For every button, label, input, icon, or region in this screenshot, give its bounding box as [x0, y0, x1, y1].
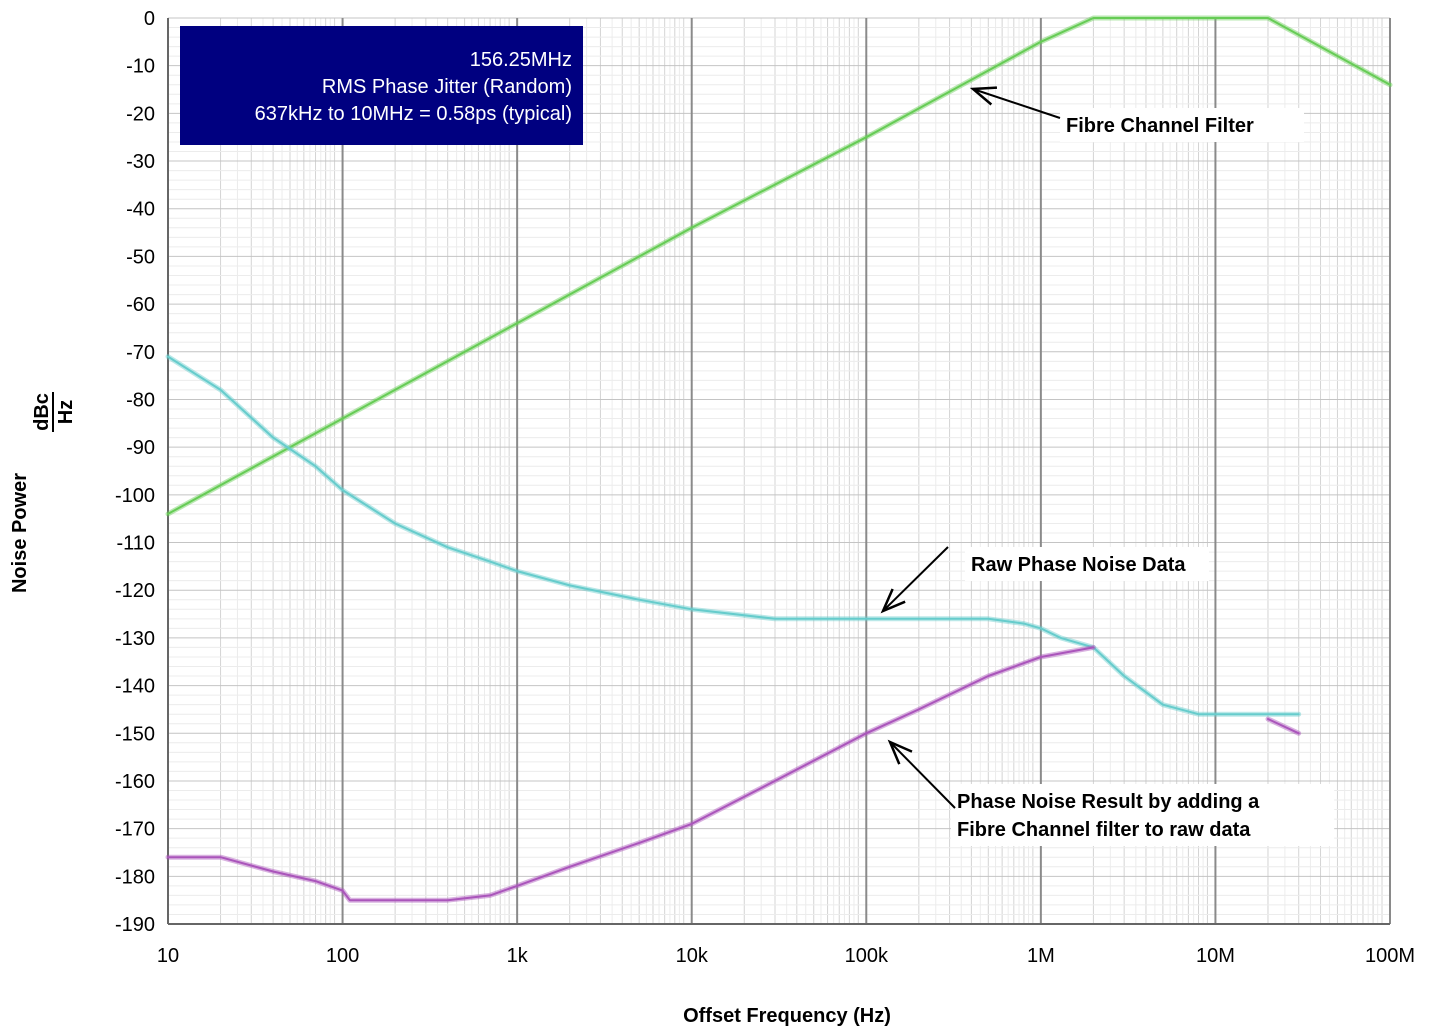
x-tick-label: 1k	[507, 945, 529, 967]
info-box-line-1: 156.25MHz	[470, 49, 572, 71]
x-tick-label: 100	[326, 945, 359, 967]
y-axis-label: Noise Power dBc Hz	[9, 392, 77, 593]
y-tick-label: -50	[126, 246, 155, 268]
info-box-background	[180, 26, 583, 145]
grid-major	[167, 17, 1391, 925]
x-tick-label: 100k	[845, 945, 889, 967]
annotation-raw-arrowhead	[880, 588, 906, 614]
y-tick-label: -120	[115, 580, 155, 602]
y-tick-label: -90	[126, 437, 155, 459]
y-tick-label: -140	[115, 676, 155, 698]
annotation-filter-arrow	[972, 88, 1061, 119]
y-tick-label: 0	[144, 8, 155, 30]
annotation-raw-background	[965, 547, 1209, 581]
y-tick-label: -70	[126, 342, 155, 364]
y-tick-label: -30	[126, 151, 155, 173]
y-tick-label: -80	[126, 389, 155, 411]
annotation-result-arrowhead	[887, 739, 913, 765]
y-tick-labels: 0 -10 -20 -30 -40 -50 -60 -70 -80 -90 -100 -110 -120…	[115, 8, 155, 936]
y-tick-label: -190	[115, 914, 155, 936]
info-box: 156.25MHz RMS Phase Jitter (Random) 637k…	[180, 26, 583, 145]
y-tick-label: -10	[126, 56, 155, 78]
y-tick-label: -60	[126, 294, 155, 316]
y-tick-label: -150	[115, 723, 155, 745]
x-tick-label: 1M	[1027, 945, 1055, 967]
x-tick-labels: 10 100 1k 10k 100k 1M 10M 100M	[157, 945, 1415, 967]
annotation-filter-arrowhead	[969, 86, 998, 106]
series-line-raw	[167, 355, 1300, 716]
series-line-result_tail	[1267, 718, 1300, 735]
info-box-line-2: RMS Phase Jitter (Random)	[322, 76, 572, 98]
x-tick-label: 10M	[1196, 945, 1235, 967]
annotations-layer: Fibre Channel Filter Raw Phase Noise Data…	[880, 86, 1335, 846]
y-tick-label: -40	[126, 199, 155, 221]
annotation-raw-text: Raw Phase Noise Data	[971, 554, 1186, 576]
y-axis-label-main: Noise Power	[9, 473, 31, 593]
annotation-result-text: Fibre Channel filter to raw data	[957, 819, 1251, 841]
annotation-filter-background	[1060, 108, 1304, 142]
y-tick-label: -20	[126, 103, 155, 125]
y-tick-label: -180	[115, 866, 155, 888]
x-tick-label: 10k	[676, 945, 709, 967]
y-axis-unit-numerator: dBc	[31, 393, 53, 431]
y-axis-unit-denominator: Hz	[55, 400, 77, 424]
x-tick-label: 10	[157, 945, 179, 967]
annotation-raw-arrow	[882, 546, 949, 612]
annotation-result-arrow	[889, 741, 956, 809]
series-line-result	[167, 646, 1095, 902]
y-tick-label: -130	[115, 628, 155, 650]
y-tick-label: -160	[115, 771, 155, 793]
annotation-filter-text: Fibre Channel Filter	[1066, 115, 1254, 137]
x-tick-label: 100M	[1365, 945, 1415, 967]
series-layer	[165, 15, 1393, 903]
x-axis-label: Offset Frequency (Hz)	[683, 1005, 891, 1027]
y-tick-label: -110	[116, 533, 155, 555]
y-tick-label: -100	[115, 485, 155, 507]
series-line-filter	[167, 17, 1391, 515]
annotation-result-background	[951, 784, 1335, 846]
info-box-line-3: 637kHz to 10MHz = 0.58ps (typical)	[255, 103, 572, 125]
y-tick-label: -170	[115, 819, 155, 841]
annotation-result-text: Phase Noise Result by adding a	[957, 791, 1260, 813]
